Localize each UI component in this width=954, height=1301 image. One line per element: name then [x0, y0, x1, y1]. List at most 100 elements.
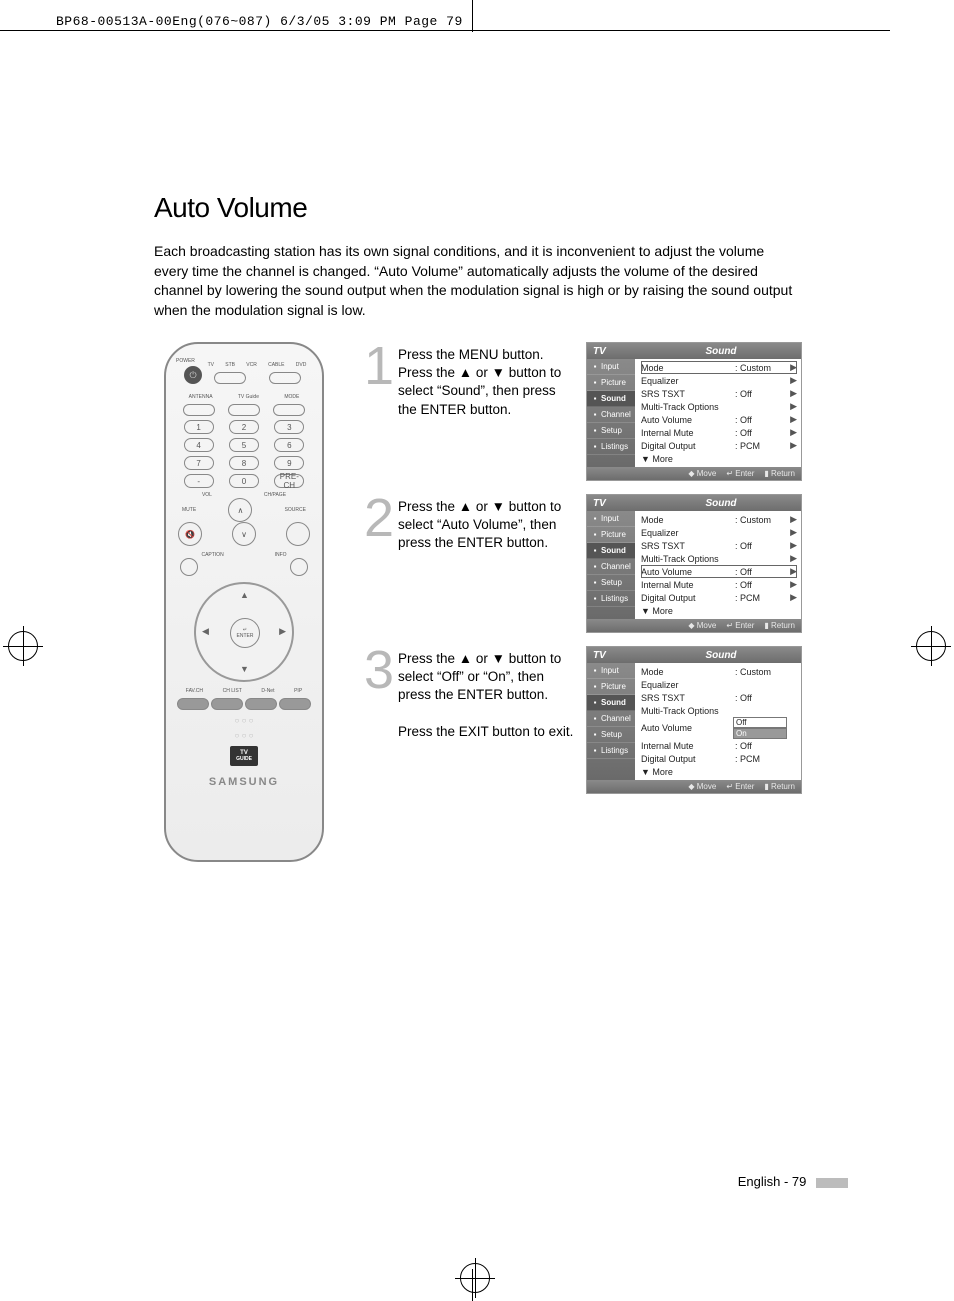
osd-side-setup: ▪Setup: [587, 423, 635, 439]
osd-row: Digital Output: PCM▶: [641, 591, 797, 604]
osd-container: TVSound▪Input▪Picture▪Sound▪Channel▪Setu…: [586, 494, 802, 634]
mode-labels: TV STB VCR CABLE DVD: [202, 362, 312, 368]
step-text: Press the ▲ or ▼ button to select “Off” …: [398, 646, 578, 794]
osd-enter: ↵ Enter: [726, 621, 754, 630]
osd-side-setup: ▪Setup: [587, 575, 635, 591]
label-source: SOURCE: [285, 507, 306, 513]
registration-mark-bottom: [460, 1263, 490, 1293]
label-stb: STB: [225, 362, 235, 368]
osd-footer: ◆ Move ↵ Enter ▮ Return: [587, 780, 801, 793]
remote-illustration: POWER ⏻ TV STB VCR CABLE DVD ANTENNA TV: [164, 342, 324, 862]
osd-side-picture: ▪Picture: [587, 527, 635, 543]
osd-tv-label: TV: [587, 346, 641, 357]
page-title: Auto Volume: [154, 192, 854, 224]
osd-side-picture: ▪Picture: [587, 679, 635, 695]
label-antenna: ANTENNA: [189, 394, 213, 400]
num-1: 1: [184, 420, 214, 434]
page: BP68-00513A-00Eng(076~087) 6/3/05 3:09 P…: [0, 0, 954, 1301]
label-dvd: DVD: [296, 362, 307, 368]
osd-row: Equalizer▶: [641, 526, 797, 539]
page-number: English - 79: [738, 1174, 807, 1189]
chlist-button: [211, 698, 243, 710]
up-arrow-icon: ▲: [240, 590, 249, 600]
step-number: 2: [364, 494, 398, 634]
favch-button: [177, 698, 209, 710]
step-3: 3Press the ▲ or ▼ button to select “Off”…: [364, 646, 804, 794]
exit-button: [290, 558, 308, 576]
print-slug: BP68-00513A-00Eng(076~087) 6/3/05 3:09 P…: [56, 14, 463, 29]
osd-row: Multi-Track Options▶: [641, 400, 797, 413]
down-arrow-icon: ▼: [240, 664, 249, 674]
osd-menu: TVSound▪Input▪Picture▪Sound▪Channel▪Setu…: [586, 342, 802, 481]
osd-side-channel: ▪Channel: [587, 559, 635, 575]
content-area: Auto Volume Each broadcasting station ha…: [154, 192, 854, 350]
osd-side-channel: ▪Channel: [587, 407, 635, 423]
power-button: ⏻: [184, 366, 202, 384]
osd-row: Internal Mute: Off▶: [641, 578, 797, 591]
osd-return: ▮ Return: [764, 782, 795, 791]
osd-row: Mode: Custom: [641, 665, 797, 678]
osd-tv-label: TV: [587, 650, 641, 661]
tvguide-button: [228, 404, 260, 416]
right-arrow-icon: ▶: [279, 626, 286, 637]
label-cable: CABLE: [268, 362, 284, 368]
osd-title: Sound: [641, 346, 801, 357]
step-text: Press the ▲ or ▼ button to select “Auto …: [398, 494, 578, 634]
num-8: 8: [229, 456, 259, 470]
label-favch: FAV.CH: [186, 688, 203, 694]
vol-down: ∨: [232, 522, 256, 546]
page-footer: English - 79: [738, 1174, 848, 1189]
label-tvguide: TV Guide: [238, 394, 259, 400]
osd-row: Auto Volume: Off▶: [641, 413, 797, 426]
label-mode: MODE: [284, 394, 299, 400]
osd-row: SRS TSXT: Off▶: [641, 539, 797, 552]
osd-row: ▼ More: [641, 765, 797, 778]
num-0: 0: [229, 474, 259, 488]
step-1: 1Press the MENU button.Press the ▲ or ▼ …: [364, 342, 804, 482]
osd-side-sound: ▪Sound: [587, 543, 635, 559]
dnet-button: [245, 698, 277, 710]
crop-mark-top: [472, 0, 473, 32]
brand-label: SAMSUNG: [176, 776, 312, 788]
steps-column: 1Press the MENU button.Press the ▲ or ▼ …: [364, 342, 804, 806]
osd-enter: ↵ Enter: [726, 469, 754, 478]
num-7: 7: [184, 456, 214, 470]
osd-menu: TVSound ▪Input▪Picture▪Sound▪Channel▪Setu…: [586, 646, 802, 794]
osd-row: Equalizer▶: [641, 374, 797, 387]
osd-return: ▮ Return: [764, 469, 795, 478]
mode-indicator: [269, 372, 301, 384]
dot-buttons: ○ ○ ○: [176, 731, 312, 740]
num-PRE-CH: PRE-CH: [274, 474, 304, 488]
label-mute: MUTE: [182, 507, 196, 513]
registration-mark-left: [8, 631, 38, 661]
osd-row: Internal Mute: Off: [641, 739, 797, 752]
osd-move: ◆ Move: [688, 782, 716, 791]
num-9: 9: [274, 456, 304, 470]
menu-button: [180, 558, 198, 576]
osd-move: ◆ Move: [688, 621, 716, 630]
osd-side-listings: ▪Listings: [587, 591, 635, 607]
label-tv: TV: [208, 362, 214, 368]
power-label: POWER: [176, 358, 202, 364]
osd-main: Mode: Custom▶Equalizer▶SRS TSXT: Off▶Mul…: [635, 511, 801, 619]
osd-side-listings: ▪Listings: [587, 439, 635, 455]
num-4: 4: [184, 438, 214, 452]
osd-enter: ↵ Enter: [726, 782, 754, 791]
source-button: [286, 522, 310, 546]
osd-row: Auto Volume: Off▶: [641, 565, 797, 578]
osd-row: SRS TSXT: Off▶: [641, 387, 797, 400]
dot-buttons: ○ ○ ○: [176, 716, 312, 725]
osd-sidebar: ▪Input▪Picture▪Sound▪Channel▪Setup▪Listi…: [587, 663, 635, 780]
osd-row: Digital Output: PCM: [641, 752, 797, 765]
osd-row: Multi-Track Options: [641, 704, 797, 717]
osd-row: SRS TSXT: Off: [641, 691, 797, 704]
osd-side-setup: ▪Setup: [587, 727, 635, 743]
left-arrow-icon: ◀: [202, 626, 209, 637]
osd-row: ▼ More: [641, 452, 797, 465]
osd-menu: TVSound▪Input▪Picture▪Sound▪Channel▪Setu…: [586, 494, 802, 633]
registration-mark-right: [916, 631, 946, 661]
osd-row: Digital Output: PCM▶: [641, 439, 797, 452]
osd-title: Sound: [641, 650, 801, 661]
numpad: 123456789-0PRE-CH: [176, 420, 312, 488]
osd-row: Auto VolumeOffOn: [641, 717, 797, 739]
